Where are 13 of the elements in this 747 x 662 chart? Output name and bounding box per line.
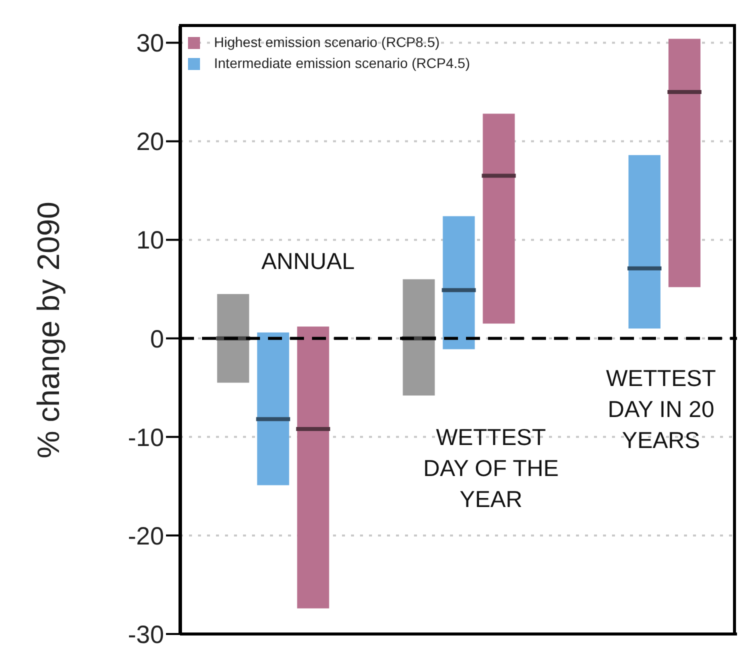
y-tick-label: 0: [150, 325, 164, 354]
legend-label: Highest emission scenario (RCP8.5): [214, 33, 440, 52]
y-tick-label: 20: [136, 128, 164, 156]
y-tick-label: 30: [136, 30, 164, 58]
y-axis-title: % change by 2090: [31, 202, 66, 458]
annotation: WETTEST DAY OF THE YEAR: [422, 423, 560, 514]
y-tick-label: -20: [128, 522, 164, 550]
y-tick-label: 10: [136, 226, 164, 255]
annotation: WETTEST DAY IN 20 YEARS: [605, 364, 717, 455]
y-tick-label: -30: [128, 620, 164, 649]
y-tick-label: -10: [128, 424, 164, 452]
annotation: ANNUAL: [260, 247, 356, 276]
legend-label: Intermediate emission scenario (RCP4.5): [214, 54, 470, 73]
